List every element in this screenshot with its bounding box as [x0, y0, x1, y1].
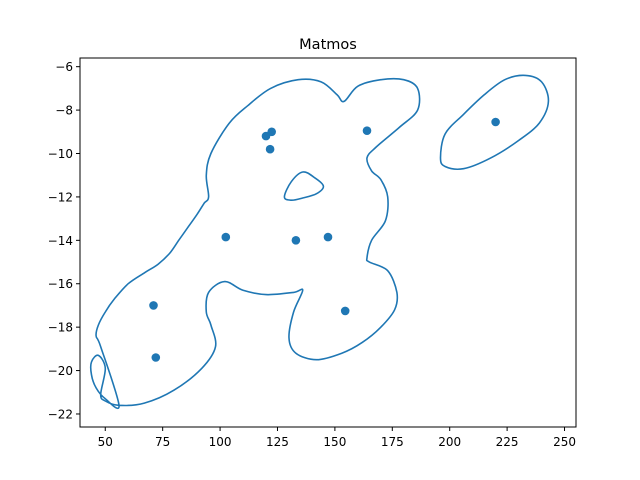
- data-point: [149, 301, 158, 310]
- x-tick-label: 250: [553, 435, 576, 449]
- y-tick-label: −8: [55, 104, 73, 118]
- x-tick-label: 225: [496, 435, 519, 449]
- data-point: [151, 353, 161, 362]
- plot-area: [89, 74, 550, 410]
- y-tick-label: −14: [48, 234, 73, 248]
- axes-frame: [79, 57, 577, 428]
- y-tick-label: −22: [48, 407, 73, 421]
- x-tick-label: 200: [438, 435, 461, 449]
- y-tick-label: −16: [48, 277, 73, 291]
- data-point: [221, 232, 231, 242]
- x-tick-label: 150: [323, 435, 346, 449]
- x-tick-label: 100: [209, 435, 232, 449]
- data-point: [323, 232, 333, 242]
- x-tick-label: 175: [381, 435, 404, 449]
- contour-line-2: [439, 74, 550, 170]
- y-tick-label: −18: [48, 321, 73, 335]
- data-point: [340, 306, 350, 316]
- contour-line-1: [283, 171, 325, 202]
- data-point: [291, 236, 301, 245]
- y-tick-label: −12: [48, 190, 73, 204]
- x-axis: 50 75 100 125 150 175 200 225 250: [98, 427, 576, 449]
- x-tick-label: 75: [155, 435, 170, 449]
- x-tick-label: 125: [266, 435, 289, 449]
- data-point: [267, 127, 277, 137]
- data-point: [491, 117, 500, 127]
- data-point: [265, 144, 275, 154]
- chart-title: Matmos: [299, 37, 357, 53]
- y-tick-label: −10: [48, 147, 73, 161]
- y-tick-label: −6: [55, 60, 73, 74]
- contour-line-0: [89, 77, 421, 410]
- x-tick-label: 50: [98, 435, 113, 449]
- y-tick-label: −20: [48, 364, 73, 378]
- y-axis: −22 −20 −18 −16 −14 −12 −10 −8 −6: [48, 60, 80, 421]
- data-point: [362, 126, 372, 135]
